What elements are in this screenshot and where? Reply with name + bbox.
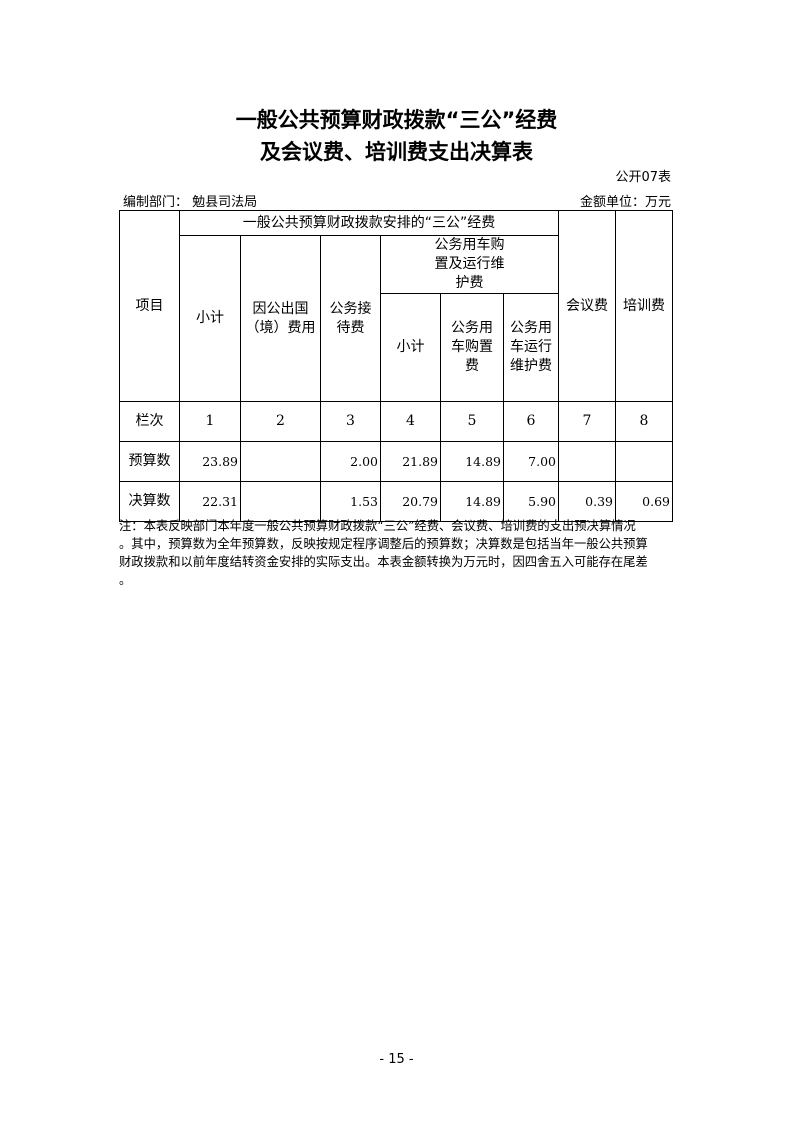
department: 编制部门： 勉县司法局: [123, 195, 258, 210]
table-cell: 3: [320, 401, 381, 442]
header-reception: 公务接待费: [320, 235, 381, 402]
note: 注：本表反映部门本年度一般公共预算财政拨款“三公”经费、会议费、培训费的支出预决…: [119, 517, 679, 589]
header-training: 培训费: [615, 210, 673, 402]
header-vehicle-purchase: 公务用车购置费: [440, 293, 504, 402]
table-cell: 5: [440, 401, 504, 442]
table-cell: 5.90: [503, 481, 559, 522]
table-cell: [615, 441, 673, 482]
table-cell: 23.89: [179, 441, 241, 482]
header-subtotal: 小计: [179, 235, 241, 402]
note-line: 。其中，预算数为全年预算数，反映按规定程序调整后的预算数；决算数是包括当年一般公…: [119, 537, 648, 551]
unit: 金额单位：万元: [579, 195, 671, 210]
note-line: 注：本表反映部门本年度一般公共预算财政拨款“三公”经费、会议费、培训费的支出预决…: [119, 519, 636, 533]
row-label: 预算数: [119, 441, 180, 482]
table-cell: 6: [503, 401, 559, 442]
table-cell: [240, 481, 321, 522]
table-row: 预算数 23.89 2.00 21.89 14.89 7.00: [119, 441, 673, 482]
note-line: 。: [119, 573, 132, 587]
table-cell: 0.39: [558, 481, 616, 522]
page-number: - 15 -: [379, 1052, 414, 1067]
header-vehicle-operation: 公务用车运行维护费: [503, 293, 559, 402]
expense-table: 项目 一般公共预算财政拨款安排的“三公”经费 会议费 培训费 小计 因公出国（境…: [119, 210, 673, 522]
table-row: 栏次 1 2 3 4 5 6 7 8: [119, 401, 673, 442]
table-cell: 8: [615, 401, 673, 442]
table-cell: 1: [179, 401, 241, 442]
table-cell: [240, 441, 321, 482]
table-cell: 22.31: [179, 481, 241, 522]
table-cell: 7: [558, 401, 616, 442]
title-line-1: 一般公共预算财政拨款“三公”经费: [235, 108, 558, 132]
note-line: 财政拨款和以前年度结转资金安排的实际支出。本表金额转换为万元时，因四舍五入可能存…: [119, 555, 648, 569]
table-cell: 4: [380, 401, 441, 442]
table-cell: 14.89: [440, 481, 504, 522]
row-label: 决算数: [119, 481, 180, 522]
table-cell: 0.69: [615, 481, 673, 522]
table-cell: 2.00: [320, 441, 381, 482]
header-abroad: 因公出国（境）费用: [240, 235, 321, 402]
table-cell: 21.89: [380, 441, 441, 482]
row-label: 栏次: [119, 401, 180, 442]
header-item: 项目: [119, 210, 180, 402]
table-cell: 14.89: [440, 441, 504, 482]
table-row: 决算数 22.31 1.53 20.79 14.89 5.90 0.39 0.69: [119, 481, 673, 522]
header-meeting: 会议费: [558, 210, 616, 402]
table-code: 公开07表: [615, 170, 671, 185]
header-vehicle-group: 公务用车购置及运行维护费: [380, 235, 559, 294]
title-line-2: 及会议费、培训费支出决算表: [260, 140, 533, 164]
table-cell: [558, 441, 616, 482]
header-group: 一般公共预算财政拨款安排的“三公”经费: [179, 210, 559, 236]
table-cell: 2: [240, 401, 321, 442]
header-vehicle-subtotal: 小计: [380, 293, 441, 402]
table-cell: 7.00: [503, 441, 559, 482]
table-cell: 20.79: [380, 481, 441, 522]
table-cell: 1.53: [320, 481, 381, 522]
